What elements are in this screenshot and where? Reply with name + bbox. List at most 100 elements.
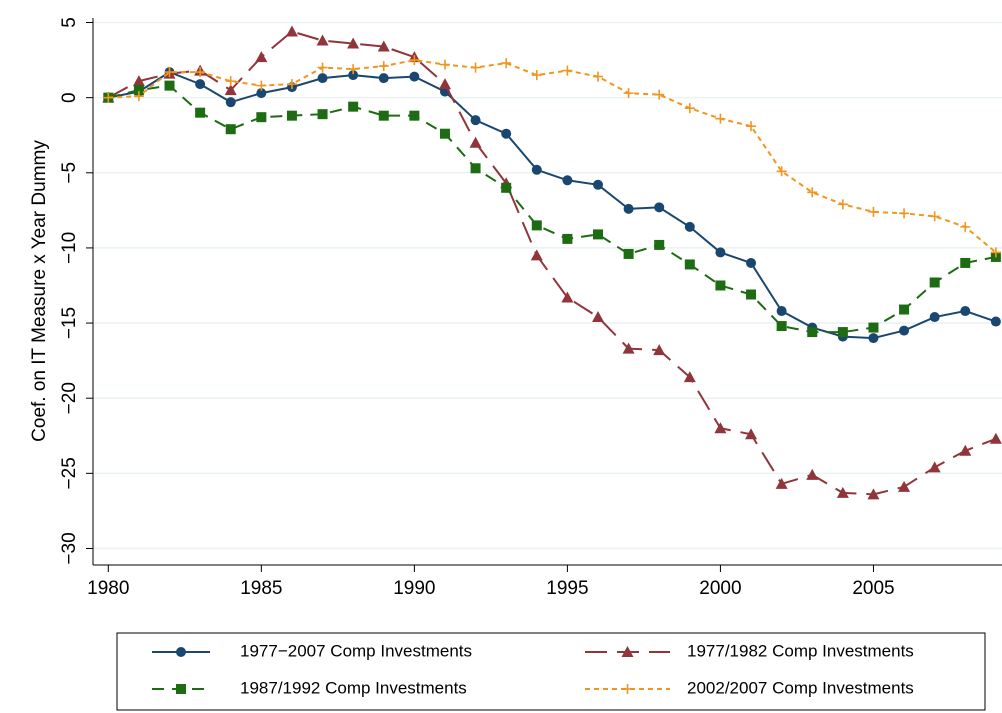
point — [470, 115, 481, 126]
point — [715, 280, 726, 291]
point — [439, 128, 450, 139]
point — [531, 220, 542, 231]
point — [285, 25, 298, 37]
point — [623, 203, 634, 214]
point — [807, 327, 818, 338]
point — [715, 113, 726, 124]
point — [684, 221, 695, 232]
point — [562, 65, 573, 76]
legend-marker — [621, 646, 634, 657]
point — [776, 306, 787, 317]
point — [837, 327, 848, 338]
point — [317, 73, 328, 84]
point — [348, 70, 359, 81]
point — [470, 62, 481, 73]
point — [867, 488, 880, 500]
x-tick-label: 1995 — [546, 578, 588, 599]
point — [929, 211, 940, 222]
point — [929, 277, 940, 288]
legend-label: 1987/1992 Comp Investments — [240, 678, 467, 697]
series-line — [107, 30, 997, 496]
point — [929, 312, 940, 323]
y-tick-label: −10 — [59, 232, 80, 264]
point — [530, 249, 543, 261]
point — [256, 80, 267, 91]
point — [409, 55, 420, 66]
point — [256, 112, 267, 123]
point — [501, 128, 512, 139]
point — [775, 477, 788, 489]
y-tick-label: −25 — [59, 457, 80, 489]
point — [531, 70, 542, 81]
point — [960, 306, 971, 317]
point — [348, 64, 359, 75]
point — [806, 468, 819, 480]
point — [562, 175, 573, 186]
point — [378, 110, 389, 121]
legend-item: 2002/2007 Comp Investments — [585, 678, 914, 697]
point — [623, 248, 634, 259]
point — [622, 342, 635, 354]
point — [746, 121, 757, 132]
point — [561, 291, 574, 303]
point — [928, 461, 941, 473]
point — [469, 136, 482, 148]
point — [164, 67, 175, 78]
point — [899, 325, 910, 336]
legend-label: 2002/2007 Comp Investments — [687, 678, 914, 697]
series-line — [108, 70, 997, 340]
point — [562, 233, 573, 244]
y-tick-label: −5 — [59, 162, 80, 184]
legend-label: 1977−2007 Comp Investments — [240, 641, 472, 660]
point — [868, 206, 879, 217]
point — [898, 480, 911, 492]
point — [746, 289, 757, 300]
point — [745, 428, 758, 440]
point — [593, 229, 603, 240]
point — [438, 78, 451, 90]
point — [868, 333, 879, 344]
point — [868, 322, 879, 333]
point — [316, 34, 329, 46]
point — [103, 92, 114, 103]
series-line — [108, 84, 997, 334]
point — [255, 51, 268, 63]
point — [132, 75, 145, 87]
point — [654, 89, 665, 100]
x-tick-label: 1985 — [240, 578, 282, 599]
point — [899, 304, 910, 315]
point — [317, 109, 328, 120]
point — [837, 199, 848, 210]
y-tick-label: 0 — [59, 92, 80, 103]
point — [959, 444, 972, 456]
point — [531, 164, 542, 175]
point — [990, 247, 1001, 258]
point — [164, 80, 175, 91]
point — [409, 110, 420, 121]
legend-box — [116, 632, 986, 711]
point — [378, 73, 389, 84]
series-line — [108, 59, 997, 254]
point — [593, 179, 603, 190]
point — [501, 182, 512, 193]
point — [133, 91, 144, 102]
point — [776, 166, 787, 177]
point — [592, 311, 604, 323]
point — [347, 37, 360, 49]
point — [715, 247, 726, 258]
point — [377, 40, 390, 52]
point — [899, 208, 910, 219]
point — [409, 71, 420, 82]
legend-item: 1987/1992 Comp Investments — [152, 678, 467, 697]
point — [990, 316, 1001, 327]
point — [286, 79, 297, 90]
point — [776, 321, 787, 332]
point — [654, 202, 665, 213]
point — [989, 432, 1002, 444]
point — [960, 221, 971, 232]
y-tick-label: −20 — [59, 382, 80, 414]
y-axis-title: Coef. on IT Measure x Year Dummy — [29, 140, 50, 442]
point — [378, 61, 389, 72]
